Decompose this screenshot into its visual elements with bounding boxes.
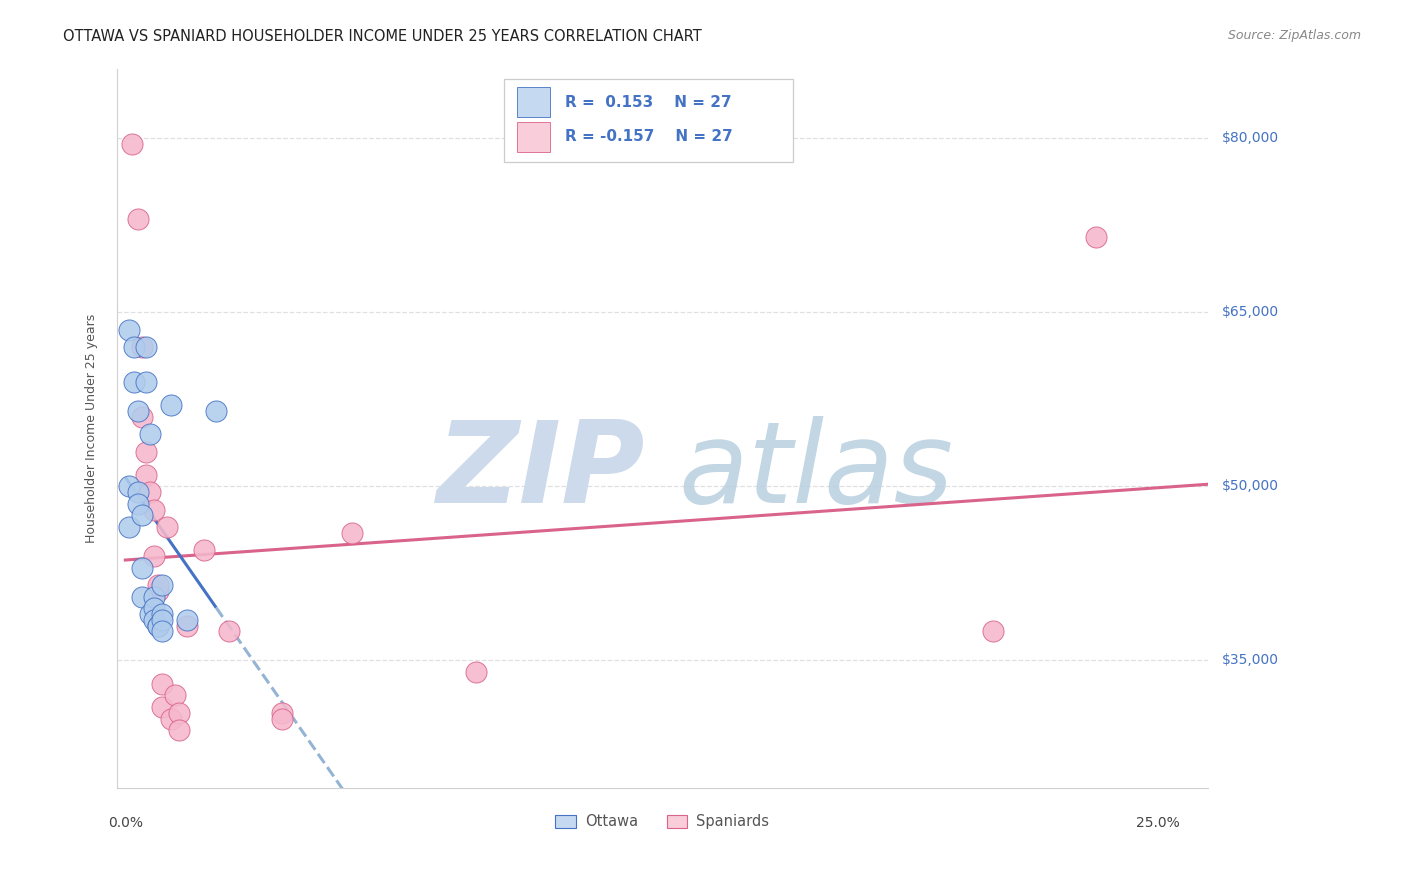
- Point: [152, 613, 174, 627]
- Text: $65,000: $65,000: [1222, 305, 1278, 319]
- Point: [118, 520, 141, 534]
- Point: [118, 479, 141, 493]
- Point: [148, 618, 170, 632]
- Point: [122, 340, 145, 354]
- Point: [152, 624, 174, 639]
- Text: Source: ZipAtlas.com: Source: ZipAtlas.com: [1227, 29, 1361, 42]
- Point: [143, 590, 166, 604]
- Point: [152, 607, 174, 621]
- Point: [139, 485, 162, 500]
- Point: [143, 601, 166, 615]
- Point: [139, 607, 162, 621]
- Point: [156, 520, 179, 534]
- Point: [205, 404, 228, 418]
- Legend: Ottawa, Spaniards: Ottawa, Spaniards: [550, 808, 775, 835]
- Point: [271, 706, 294, 720]
- Point: [176, 613, 198, 627]
- Text: $50,000: $50,000: [1222, 479, 1278, 493]
- Point: [131, 590, 153, 604]
- Text: R = -0.157    N = 27: R = -0.157 N = 27: [565, 129, 733, 145]
- Point: [143, 613, 166, 627]
- FancyBboxPatch shape: [517, 122, 550, 152]
- Point: [148, 583, 170, 598]
- Point: [131, 409, 153, 424]
- Point: [152, 578, 174, 592]
- Point: [118, 323, 141, 337]
- Point: [135, 444, 157, 458]
- Point: [159, 398, 181, 412]
- Point: [143, 502, 166, 516]
- Point: [135, 340, 157, 354]
- Point: [135, 375, 157, 389]
- Point: [139, 427, 162, 442]
- Point: [152, 676, 174, 690]
- Point: [127, 212, 149, 227]
- Point: [176, 618, 198, 632]
- Point: [159, 712, 181, 726]
- Point: [193, 543, 215, 558]
- Point: [342, 525, 364, 540]
- Point: [127, 485, 149, 500]
- Point: [122, 375, 145, 389]
- Y-axis label: Householder Income Under 25 years: Householder Income Under 25 years: [86, 314, 98, 543]
- Text: atlas: atlas: [679, 416, 953, 527]
- FancyBboxPatch shape: [505, 79, 793, 162]
- Text: ZIP: ZIP: [437, 416, 645, 527]
- Point: [131, 560, 153, 574]
- Point: [152, 700, 174, 714]
- Point: [167, 706, 190, 720]
- Text: 25.0%: 25.0%: [1136, 816, 1180, 830]
- Point: [1085, 230, 1108, 244]
- Point: [163, 689, 186, 703]
- Point: [127, 404, 149, 418]
- Text: 0.0%: 0.0%: [108, 816, 143, 830]
- Text: $35,000: $35,000: [1222, 654, 1278, 667]
- Point: [148, 618, 170, 632]
- Point: [148, 578, 170, 592]
- Point: [465, 665, 488, 679]
- Point: [121, 136, 143, 151]
- FancyBboxPatch shape: [517, 87, 550, 118]
- Text: $80,000: $80,000: [1222, 131, 1278, 145]
- Point: [131, 508, 153, 523]
- Text: OTTAWA VS SPANIARD HOUSEHOLDER INCOME UNDER 25 YEARS CORRELATION CHART: OTTAWA VS SPANIARD HOUSEHOLDER INCOME UN…: [63, 29, 702, 44]
- Point: [131, 340, 153, 354]
- Point: [218, 624, 240, 639]
- Point: [271, 712, 294, 726]
- Point: [167, 723, 190, 738]
- Point: [135, 467, 157, 482]
- Point: [127, 497, 149, 511]
- Text: R =  0.153    N = 27: R = 0.153 N = 27: [565, 95, 733, 110]
- Point: [981, 624, 1004, 639]
- Point: [143, 549, 166, 563]
